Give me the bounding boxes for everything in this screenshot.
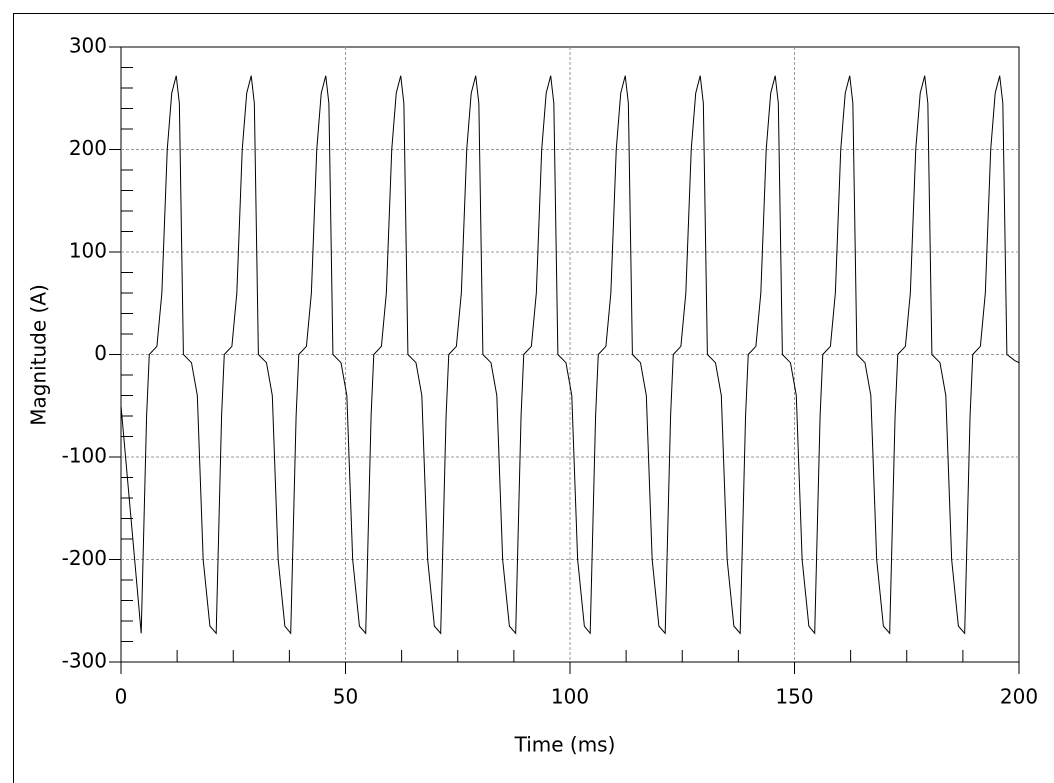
y-axis-title: Magnitude (A): [27, 284, 51, 426]
y-tick-label: -200: [62, 546, 107, 570]
y-tick-label: 300: [69, 34, 107, 58]
y-tick-label: 200: [69, 136, 107, 160]
x-axis-title: Time (ms): [514, 733, 616, 757]
x-tick-label: 150: [775, 685, 813, 709]
x-tick-label: 50: [333, 685, 358, 709]
y-tick-label: -100: [62, 444, 107, 468]
y-tick-label: 100: [69, 239, 107, 263]
frame: [14, 14, 1054, 783]
x-tick-label: 0: [115, 685, 128, 709]
chart: Time (ms) Magnitude (A) -300 -200 -100 0 100…: [0, 0, 1054, 783]
x-tick-label: 200: [1000, 685, 1038, 709]
x-tick-label: 100: [551, 685, 589, 709]
y-tick-label: -300: [62, 649, 107, 673]
y-tick-label: 0: [94, 341, 107, 365]
